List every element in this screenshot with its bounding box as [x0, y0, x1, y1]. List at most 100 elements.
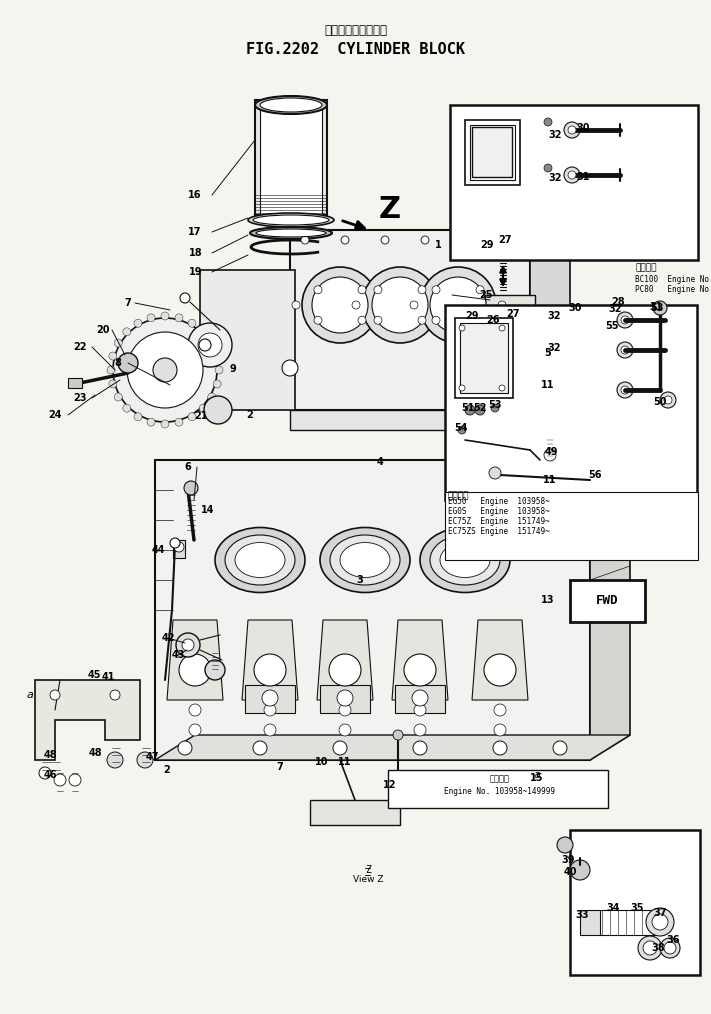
Text: 7: 7 — [277, 762, 284, 772]
Text: シリンダ　ブロック: シリンダ ブロック — [324, 23, 387, 37]
Circle shape — [161, 312, 169, 320]
Circle shape — [621, 346, 629, 354]
Text: 11: 11 — [338, 757, 352, 767]
Circle shape — [199, 405, 207, 412]
Text: 40: 40 — [563, 867, 577, 877]
Circle shape — [198, 333, 222, 357]
Bar — [68, 378, 82, 388]
Circle shape — [617, 342, 633, 358]
Circle shape — [208, 339, 215, 347]
Circle shape — [109, 380, 117, 388]
Circle shape — [134, 319, 142, 328]
Circle shape — [205, 660, 225, 680]
Text: 25: 25 — [479, 290, 493, 300]
Polygon shape — [317, 620, 373, 700]
Text: 14: 14 — [201, 505, 215, 515]
Circle shape — [617, 312, 633, 328]
Circle shape — [374, 286, 382, 294]
Bar — [580, 910, 600, 935]
Polygon shape — [155, 735, 630, 760]
Text: 5: 5 — [545, 348, 551, 358]
Bar — [310, 800, 400, 825]
Circle shape — [499, 385, 505, 391]
Text: 9: 9 — [230, 364, 236, 374]
Text: 21: 21 — [194, 411, 208, 421]
Circle shape — [393, 730, 403, 740]
Circle shape — [174, 542, 184, 552]
Text: 24: 24 — [48, 410, 62, 420]
Text: 4: 4 — [377, 457, 383, 467]
Circle shape — [188, 319, 196, 328]
Text: 31: 31 — [649, 302, 663, 312]
Circle shape — [188, 413, 196, 421]
Text: 27: 27 — [498, 235, 512, 245]
Text: 適用号突: 適用号突 — [490, 775, 510, 784]
Circle shape — [646, 908, 674, 936]
Circle shape — [341, 236, 349, 244]
Circle shape — [664, 396, 672, 404]
Polygon shape — [242, 620, 298, 700]
Ellipse shape — [255, 96, 327, 114]
Text: 3: 3 — [357, 575, 363, 585]
Text: 55: 55 — [605, 321, 619, 331]
Bar — [570, 830, 700, 975]
Circle shape — [459, 325, 465, 331]
Circle shape — [420, 267, 496, 343]
Circle shape — [199, 339, 211, 351]
Circle shape — [506, 236, 514, 244]
Text: 29: 29 — [480, 240, 493, 250]
Circle shape — [358, 316, 366, 324]
Text: 53: 53 — [651, 303, 664, 313]
Circle shape — [253, 741, 267, 755]
Circle shape — [374, 316, 382, 324]
Circle shape — [664, 942, 676, 954]
Circle shape — [499, 325, 505, 331]
Circle shape — [418, 316, 426, 324]
Circle shape — [339, 704, 351, 716]
Text: 17: 17 — [188, 227, 202, 237]
Circle shape — [660, 392, 676, 408]
Ellipse shape — [330, 535, 400, 585]
Circle shape — [557, 837, 573, 853]
Ellipse shape — [253, 215, 329, 225]
Circle shape — [414, 724, 426, 736]
Text: 31: 31 — [576, 172, 589, 182]
Ellipse shape — [440, 542, 490, 578]
Text: 35: 35 — [630, 903, 643, 913]
Text: 32: 32 — [547, 311, 561, 321]
Circle shape — [337, 690, 353, 706]
Text: 8: 8 — [114, 358, 122, 368]
Polygon shape — [472, 620, 528, 700]
Text: 28: 28 — [611, 297, 625, 307]
Bar — [200, 270, 295, 410]
Ellipse shape — [260, 98, 322, 112]
Circle shape — [312, 277, 368, 333]
Circle shape — [50, 690, 60, 700]
Text: Z: Z — [365, 865, 371, 875]
Text: 27: 27 — [506, 309, 520, 319]
Bar — [485, 295, 535, 330]
Circle shape — [110, 690, 120, 700]
Circle shape — [372, 277, 428, 333]
Text: 39: 39 — [561, 855, 574, 865]
Circle shape — [568, 171, 576, 179]
Circle shape — [653, 301, 667, 315]
Text: 44: 44 — [151, 545, 165, 555]
Circle shape — [358, 286, 366, 294]
Circle shape — [410, 301, 418, 309]
Circle shape — [264, 724, 276, 736]
Circle shape — [137, 752, 153, 768]
Bar — [395, 685, 445, 713]
Text: 12: 12 — [383, 780, 397, 790]
Bar — [472, 127, 512, 177]
Bar — [260, 105, 322, 215]
Text: 48: 48 — [88, 748, 102, 758]
Text: 32: 32 — [548, 173, 562, 183]
Circle shape — [380, 301, 388, 309]
Bar — [245, 685, 295, 713]
Text: PC80   Engine No. 150001~: PC80 Engine No. 150001~ — [635, 285, 711, 293]
Ellipse shape — [250, 227, 332, 239]
Text: 32: 32 — [547, 343, 561, 353]
Circle shape — [182, 639, 194, 651]
Text: EC75ZS Engine  151749~: EC75ZS Engine 151749~ — [448, 527, 550, 536]
